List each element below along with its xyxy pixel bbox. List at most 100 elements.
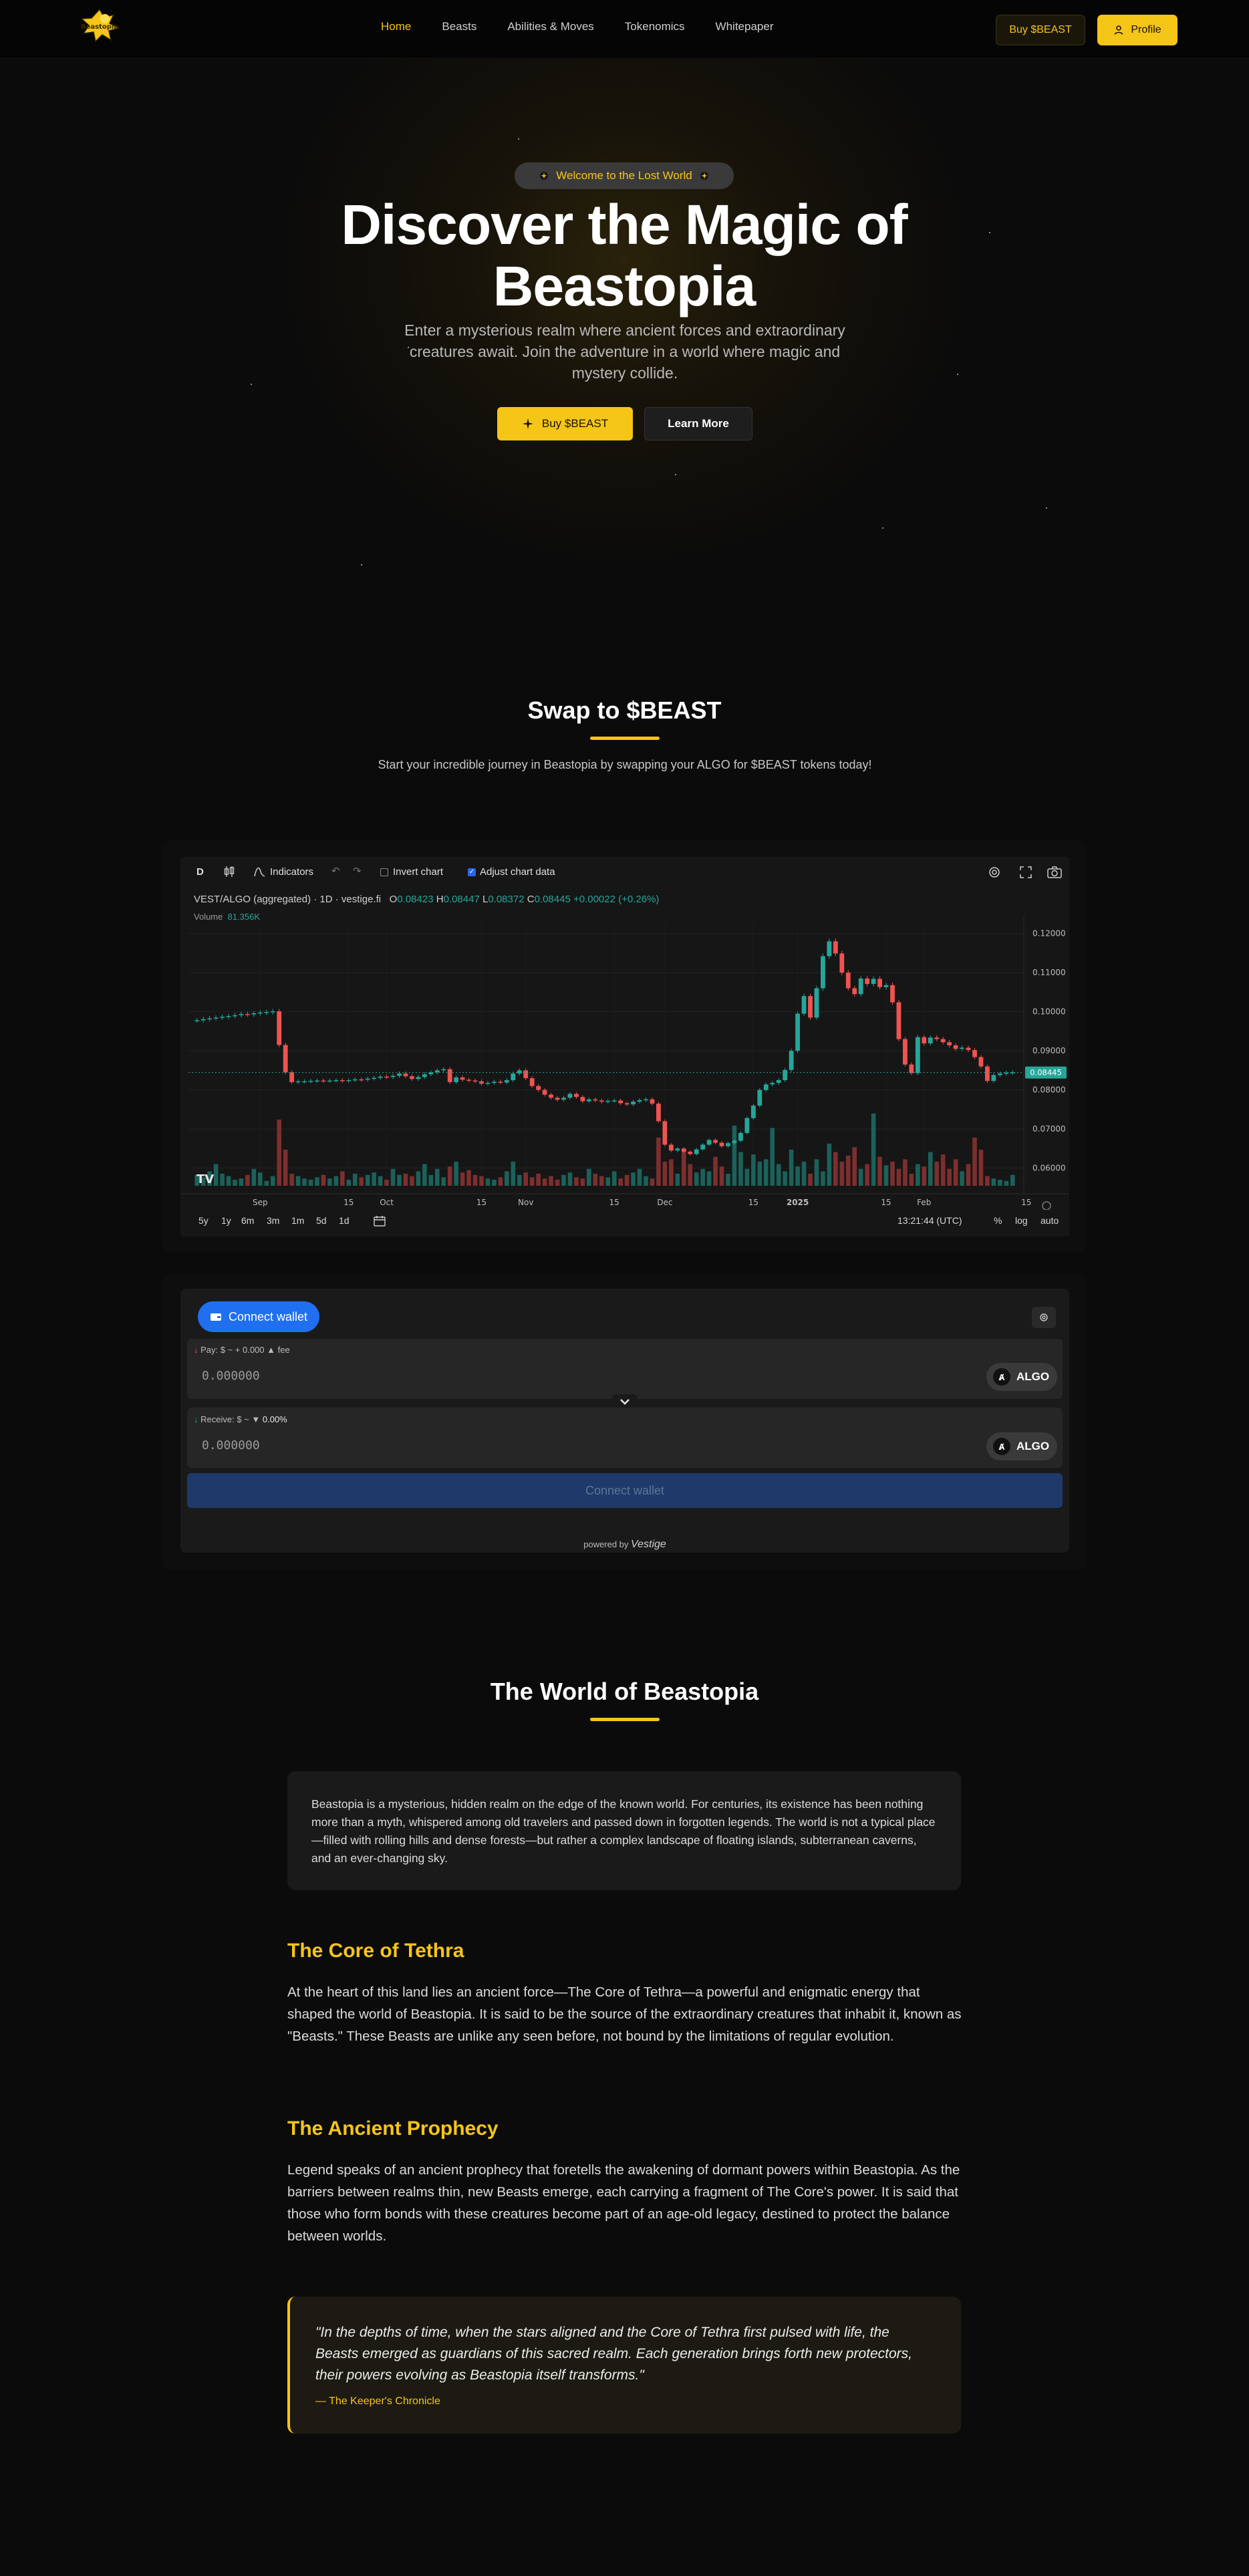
high-value: 0.08447: [443, 894, 480, 905]
candle-body: [257, 1012, 263, 1014]
volume-bar: [511, 1162, 516, 1186]
candle-body: [472, 1080, 478, 1082]
swap-direction-button[interactable]: [612, 1394, 638, 1409]
settings-icon[interactable]: [987, 865, 1002, 880]
volume-bar: [397, 1174, 402, 1186]
learn-more-button[interactable]: Learn More: [644, 407, 752, 440]
auto-toggle[interactable]: auto: [1040, 1215, 1059, 1226]
nav-tokenomics[interactable]: Tokenomics: [624, 20, 685, 33]
candle-body: [650, 1099, 655, 1104]
camera-icon[interactable]: [1047, 866, 1063, 879]
pay-field[interactable]: [187, 1339, 1063, 1399]
x-tick-label: 15: [748, 1198, 758, 1207]
x-tick-label: Oct: [380, 1198, 394, 1207]
candle-body: [808, 996, 813, 1018]
interval-button[interactable]: D: [196, 866, 204, 878]
candles-icon[interactable]: [223, 865, 235, 878]
hero-buy-label: Buy $BEAST: [541, 417, 609, 430]
indicators-button[interactable]: Indicators: [270, 866, 314, 878]
volume-bar: [757, 1162, 762, 1186]
star-dot: [675, 474, 676, 475]
buy-beast-nav-button[interactable]: Buy $BEAST: [996, 15, 1085, 45]
undo-icon[interactable]: ↶: [331, 866, 340, 877]
volume-bar: [270, 1176, 275, 1186]
volume-bar: [365, 1174, 370, 1186]
hero-buy-button[interactable]: Buy $BEAST: [497, 407, 633, 440]
beastopia-logo[interactable]: Beastopia: [75, 7, 124, 44]
indicators-icon[interactable]: [253, 865, 266, 878]
candle-body: [410, 1076, 414, 1079]
world-intro-text: Beastopia is a mysterious, hidden realm …: [311, 1797, 936, 1865]
volume-bar: [536, 1174, 541, 1186]
range-6m[interactable]: 6m: [241, 1215, 255, 1226]
candle-body: [890, 985, 895, 1003]
volume-bar: [776, 1164, 781, 1186]
connect-wallet-button[interactable]: Connect wallet: [187, 1473, 1063, 1508]
pay-amount[interactable]: 0.000000: [202, 1369, 260, 1383]
candle-body: [662, 1121, 668, 1145]
candle-body: [213, 1017, 219, 1019]
adjust-checkbox[interactable]: ✓: [468, 868, 476, 876]
adjust-chart-label[interactable]: Adjust chart data: [480, 866, 555, 878]
range-1d[interactable]: 1d: [339, 1215, 350, 1226]
volume-bar: [580, 1178, 585, 1186]
star-dot: [361, 564, 362, 565]
volume-bar: [410, 1176, 414, 1186]
candle-body: [681, 1148, 686, 1152]
log-toggle[interactable]: log: [1015, 1215, 1028, 1226]
range-1y[interactable]: 1y: [221, 1215, 231, 1226]
candle-body: [827, 941, 832, 956]
redo-icon[interactable]: ↷: [353, 866, 362, 877]
volume-bar: [795, 1166, 800, 1186]
volume-bar: [574, 1177, 579, 1186]
date-range-icon[interactable]: [373, 1215, 386, 1227]
nav-abilities[interactable]: Abilities & Moves: [507, 20, 594, 33]
nav-beasts[interactable]: Beasts: [442, 20, 477, 33]
volume-bar: [321, 1174, 326, 1186]
range-3m[interactable]: 3m: [267, 1215, 280, 1226]
range-5y[interactable]: 5y: [198, 1215, 209, 1226]
nav-whitepaper[interactable]: Whitepaper: [715, 20, 774, 33]
profile-button[interactable]: Profile: [1097, 15, 1177, 45]
volume-bar: [523, 1172, 529, 1186]
swap-settings-button[interactable]: [1032, 1307, 1056, 1328]
candle-body: [372, 1077, 377, 1079]
volume-bar: [283, 1150, 288, 1186]
nav-home[interactable]: Home: [381, 20, 412, 33]
last-price-label: 0.08445: [1030, 1068, 1062, 1077]
range-5d[interactable]: 5d: [316, 1215, 327, 1226]
volume-bar: [251, 1168, 257, 1186]
fullscreen-icon[interactable]: [1019, 866, 1032, 879]
receive-token-select[interactable]: Ⱥ ALGO: [986, 1432, 1057, 1460]
fee-text: fee: [277, 1345, 290, 1355]
invert-checkbox[interactable]: [380, 868, 388, 876]
volume-bar: [644, 1176, 648, 1186]
invert-chart-label[interactable]: Invert chart: [393, 866, 444, 878]
percent-toggle[interactable]: %: [994, 1215, 1002, 1226]
candle-body: [865, 978, 870, 985]
receive-amount[interactable]: 0.000000: [202, 1438, 260, 1452]
pay-token-select[interactable]: Ⱥ ALGO: [986, 1363, 1057, 1391]
volume-bar: [213, 1164, 219, 1186]
price-chart: [180, 857, 1069, 1237]
receive-field[interactable]: [187, 1408, 1063, 1468]
connect-wallet-pill[interactable]: Connect wallet: [198, 1301, 319, 1332]
algo-icon: Ⱥ: [993, 1368, 1010, 1386]
volume-bar: [890, 1162, 895, 1186]
candle-body: [517, 1070, 522, 1074]
volume-label: Volume: [194, 912, 223, 922]
vestige-brand[interactable]: Vestige: [631, 1539, 666, 1550]
candle-body: [599, 1100, 604, 1102]
candle-body: [934, 1037, 940, 1039]
candle-body: [644, 1099, 648, 1101]
candle-body: [928, 1037, 933, 1044]
range-1m[interactable]: 1m: [291, 1215, 305, 1226]
volume-bar: [233, 1180, 237, 1186]
candle-body: [839, 953, 845, 973]
volume-bar: [245, 1174, 250, 1186]
candle-body: [675, 1148, 680, 1151]
candlestick-chart[interactable]: 0.12000 0.11000 0.10000 0.09000 0.08000 0.070…: [180, 916, 1069, 1210]
candle-body: [434, 1070, 440, 1073]
change-value: +0.00022 (+0.26%): [573, 894, 660, 905]
volume-bar: [447, 1166, 452, 1186]
